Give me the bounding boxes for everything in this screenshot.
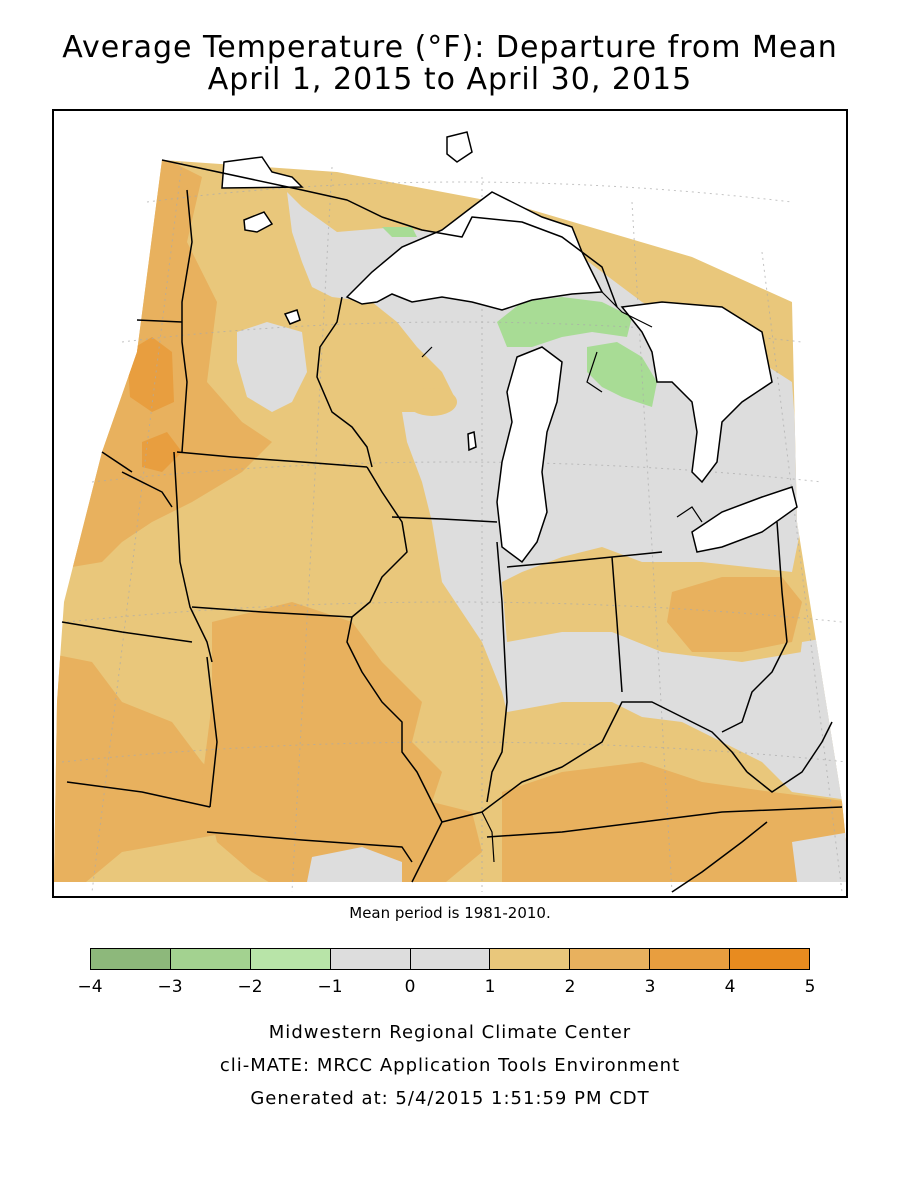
legend-swatch-8 xyxy=(730,949,810,969)
legend-swatch-5 xyxy=(490,949,571,969)
zone-mid-orange-ohio xyxy=(667,577,802,652)
zone-gray-southeast-patch xyxy=(792,832,846,882)
legend-swatch-1 xyxy=(170,949,251,969)
zone-dark-orange-sd xyxy=(142,432,182,472)
legend-tick-label: −4 xyxy=(77,977,103,997)
state-borders xyxy=(61,159,843,893)
zone-light-orange-spot-wi xyxy=(407,388,457,416)
legend-swatch-4 xyxy=(410,949,491,969)
legend-swatch-7 xyxy=(650,949,731,969)
zone-gray-south-patch xyxy=(307,847,402,882)
footer-generated-at: Generated at: 5/4/2015 1:51:59 PM CDT xyxy=(250,1088,650,1109)
zone-green-lower-mi xyxy=(587,342,657,407)
legend-color-bar xyxy=(90,948,810,970)
lake-michigan xyxy=(496,346,563,564)
zone-mid-orange-missouri xyxy=(202,602,482,882)
lake-nipigon xyxy=(446,131,473,163)
legend-tick-label: −2 xyxy=(237,977,263,997)
legend-swatch-3 xyxy=(330,949,411,969)
lake-erie xyxy=(691,486,798,553)
zone-green-up xyxy=(497,297,632,347)
mean-period-note: Mean period is 1981-2010. xyxy=(349,904,551,922)
temperature-map xyxy=(54,131,846,893)
lake-huron xyxy=(620,301,773,484)
lake-winnipeg-fragment xyxy=(221,156,304,189)
legend-swatch-0 xyxy=(91,949,171,969)
zone-light-orange-spot-il xyxy=(448,678,472,694)
footer-organization: Midwestern Regional Climate Center xyxy=(268,1022,632,1043)
lake-red xyxy=(243,211,274,233)
map-title-line2: April 1, 2015 to April 30, 2015 xyxy=(207,62,693,97)
legend-tick-label: 2 xyxy=(564,977,576,997)
zone-dark-orange-nd xyxy=(127,337,174,412)
lake-winnebago xyxy=(467,431,477,452)
zone-mid-orange-southwest xyxy=(54,652,232,882)
coast-details xyxy=(421,291,703,863)
map-title-line1: Average Temperature (°F): Departure from… xyxy=(62,30,838,65)
zone-gray-mn-west xyxy=(237,322,307,412)
legend-tick-label: 5 xyxy=(804,977,816,997)
legend-swatch-2 xyxy=(250,949,331,969)
legend-swatch-6 xyxy=(570,949,651,969)
legend-tick-label: −1 xyxy=(317,977,343,997)
legend-tick-label: 4 xyxy=(724,977,736,997)
map-frame xyxy=(52,109,848,898)
legend-tick-label: 3 xyxy=(644,977,656,997)
legend-tick-label: −3 xyxy=(157,977,183,997)
lake-mille xyxy=(283,309,301,325)
footer-application: cli-MATE: MRCC Application Tools Environ… xyxy=(219,1055,681,1076)
zone-green-mn xyxy=(382,227,417,237)
great-lakes xyxy=(221,131,798,564)
legend-tick-label: 0 xyxy=(404,977,416,997)
zone-mid-orange-southeast xyxy=(502,762,846,882)
legend-tick-label: 1 xyxy=(484,977,496,997)
